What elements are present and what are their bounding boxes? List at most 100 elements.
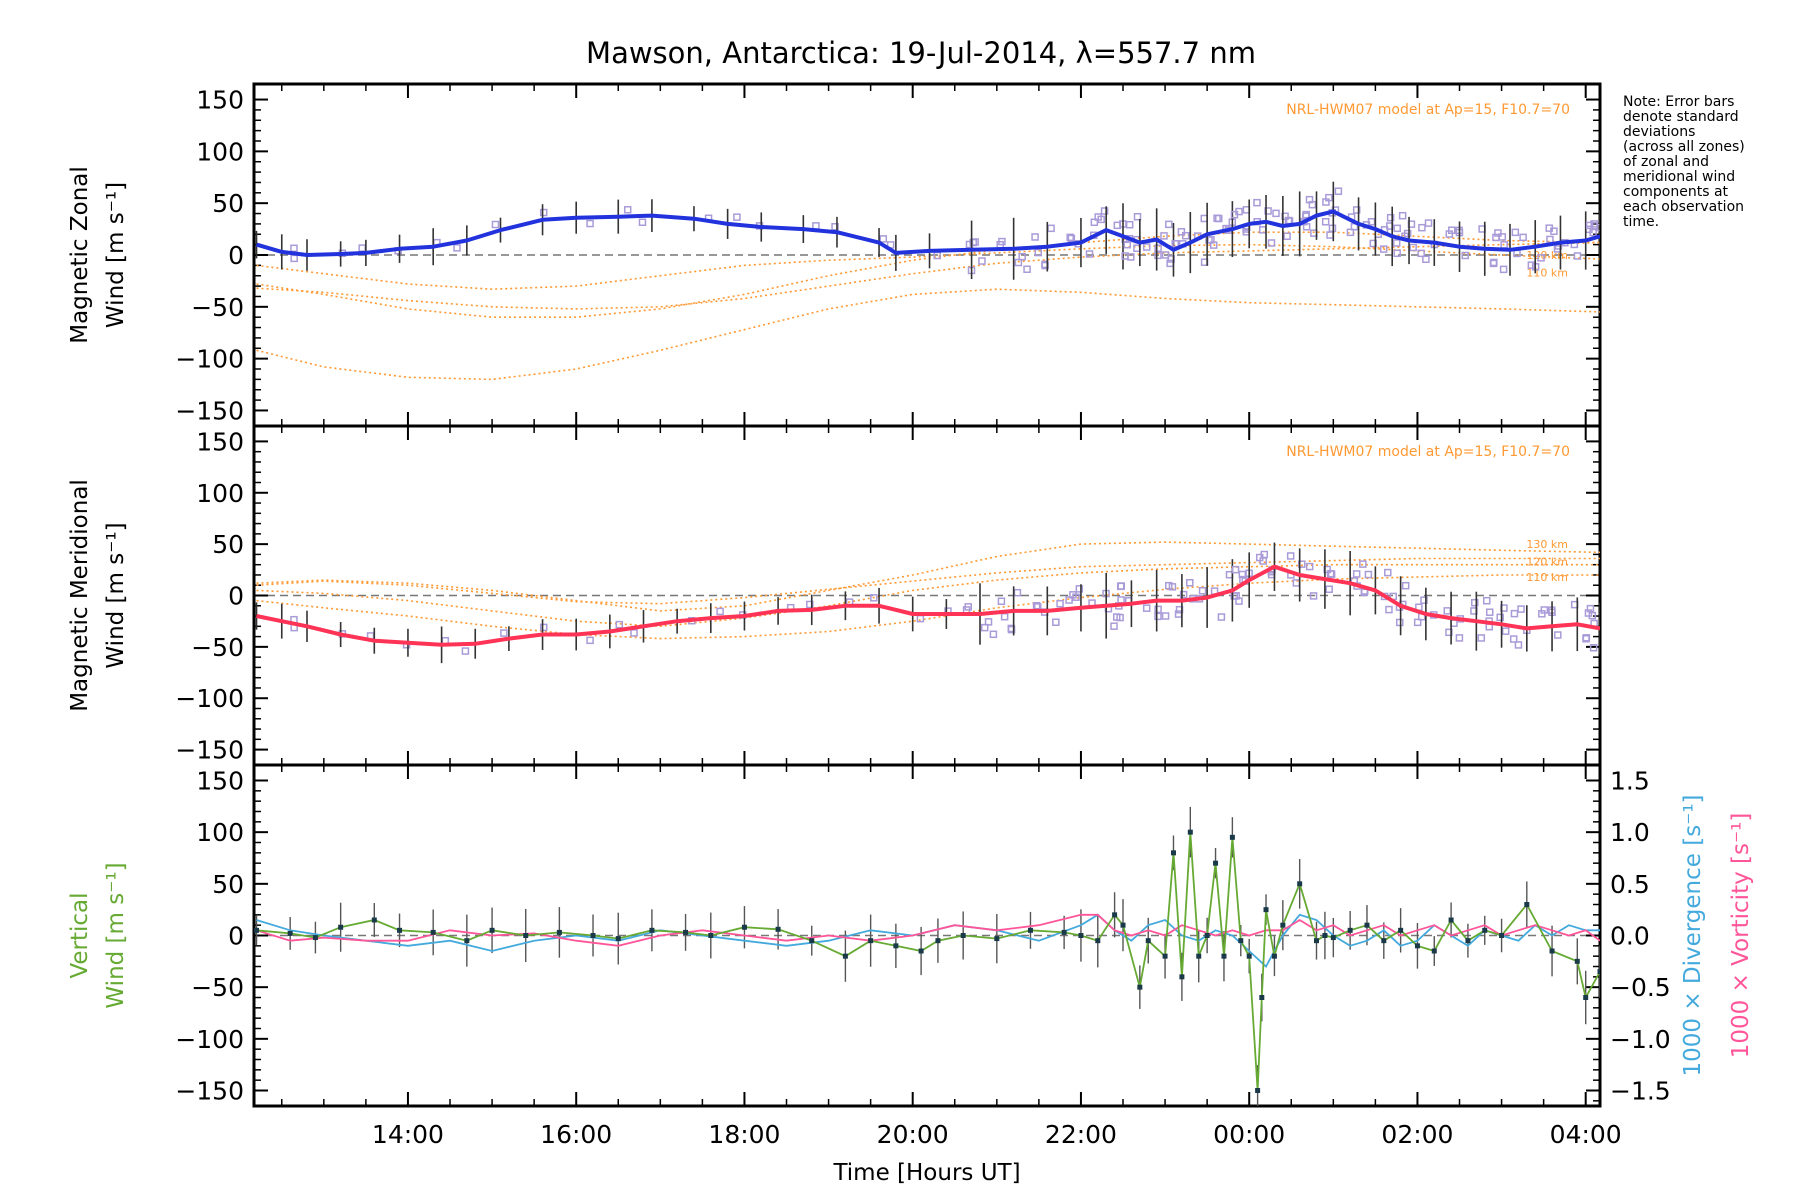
zone-point: [491, 220, 500, 229]
note-line: deviations: [1623, 124, 1695, 140]
zone-point: [1267, 239, 1276, 247]
y-tick-label: 0: [228, 922, 244, 951]
zone-point: [1286, 552, 1295, 560]
note-line: (across all zones): [1623, 139, 1745, 155]
y-axis-label-line: Vertical: [67, 892, 93, 978]
zone-point: [879, 235, 888, 243]
vertical-point: [556, 929, 562, 935]
altitude-label: 130 km: [1526, 538, 1568, 551]
zone-point: [1302, 223, 1311, 231]
zone-point: [1359, 560, 1367, 568]
vertical-point: [1179, 974, 1185, 980]
zone-point: [1075, 585, 1084, 593]
zone-point: [1305, 562, 1314, 571]
zone-point: [870, 594, 878, 602]
zone-point: [997, 597, 1006, 606]
vertical-point: [1482, 927, 1488, 933]
zone-point: [1367, 218, 1376, 226]
zone-point: [1393, 224, 1401, 233]
y-tick-label: 100: [196, 818, 244, 847]
zone-point: [812, 222, 820, 230]
note-line: meridional wind: [1623, 169, 1735, 185]
y-tick-label: −50: [191, 633, 244, 662]
vertical-wind-line: [256, 832, 1600, 1091]
zone-point: [1461, 251, 1469, 260]
vertical-point: [1574, 958, 1580, 964]
altitude-label: 120 km: [1526, 556, 1568, 569]
vertical-point: [809, 938, 815, 944]
model-curve: [256, 563, 1600, 628]
zone-point: [1401, 581, 1410, 590]
zone-point: [1424, 219, 1433, 227]
altitude-label: 120 km: [1526, 249, 1568, 262]
divergence-line: [256, 913, 1600, 968]
zone-point: [539, 623, 548, 632]
zone-point: [1538, 610, 1546, 618]
vertical-point: [1330, 935, 1336, 941]
zone-point: [1154, 612, 1162, 621]
zone-point: [1121, 252, 1129, 260]
zone-point: [1445, 628, 1453, 637]
zone-point: [1519, 233, 1527, 242]
zone-point: [586, 219, 594, 228]
zone-point: [1483, 596, 1491, 605]
vertical-point: [775, 926, 781, 932]
y-tick-label: −50: [191, 973, 244, 1002]
zone-point: [1443, 607, 1451, 615]
zone-point: [1154, 605, 1162, 614]
y2-tick-label: −0.5: [1610, 973, 1671, 1002]
zone-point: [1023, 265, 1031, 273]
model-label: NRL-HWM07 model at Ap=15, F10.7=70: [1286, 102, 1570, 118]
x-tick-label: 16:00: [540, 1120, 612, 1149]
vertical-point: [1271, 953, 1277, 959]
zone-point: [998, 237, 1006, 246]
y-axis-label-line: Wind [m s⁻¹]: [103, 182, 129, 328]
zone-point: [1409, 243, 1417, 252]
vertical-point: [1137, 984, 1143, 990]
note-line: components at: [1623, 184, 1729, 200]
zone-point: [1573, 252, 1582, 260]
zone-point: [1283, 232, 1291, 240]
zone-point: [1069, 591, 1077, 599]
vertical-point: [994, 936, 1000, 942]
vertical-point: [338, 924, 344, 930]
vertical-point: [615, 936, 621, 942]
zone-point: [1181, 231, 1190, 240]
vertical-point: [868, 938, 874, 944]
vertical-point: [1322, 933, 1328, 938]
zone-point: [500, 629, 508, 637]
vertical-point: [1347, 927, 1353, 933]
zone-point: [1586, 604, 1595, 613]
zone-point: [1537, 254, 1545, 262]
zone-point: [638, 218, 647, 227]
y-tick-label: 150: [196, 427, 244, 456]
y-tick-label: −150: [175, 396, 244, 425]
zone-point: [1517, 605, 1525, 613]
note-line: time.: [1623, 214, 1659, 230]
vertical-point: [1170, 850, 1176, 856]
x-tick-label: 00:00: [1213, 1120, 1285, 1149]
vertical-point: [312, 935, 318, 941]
zone-point: [1477, 634, 1486, 642]
vertical-point: [1238, 938, 1244, 944]
zone-point: [1117, 582, 1126, 590]
zone-point: [358, 244, 366, 252]
zone-point: [1066, 233, 1074, 242]
zonal-wind-line: [255, 209, 1600, 257]
vertical-point: [1448, 917, 1454, 923]
vertical-point: [1280, 922, 1286, 928]
y-tick-label: 150: [196, 767, 244, 796]
vertical-point: [842, 953, 848, 959]
note-line: of zonal and: [1623, 154, 1709, 170]
vertical-point: [1524, 902, 1530, 907]
y-axis-label-line: Magnetic Zonal: [67, 166, 93, 344]
y-tick-label: 100: [196, 479, 244, 508]
zone-point: [461, 647, 470, 655]
zone-point: [1112, 613, 1121, 621]
zone-point: [1510, 609, 1519, 618]
model-curve: [256, 541, 1600, 612]
vertical-point: [1255, 1088, 1261, 1093]
zone-point: [1393, 249, 1401, 258]
note-line: Note: Error bars: [1623, 94, 1734, 110]
vertical-point: [287, 930, 293, 936]
